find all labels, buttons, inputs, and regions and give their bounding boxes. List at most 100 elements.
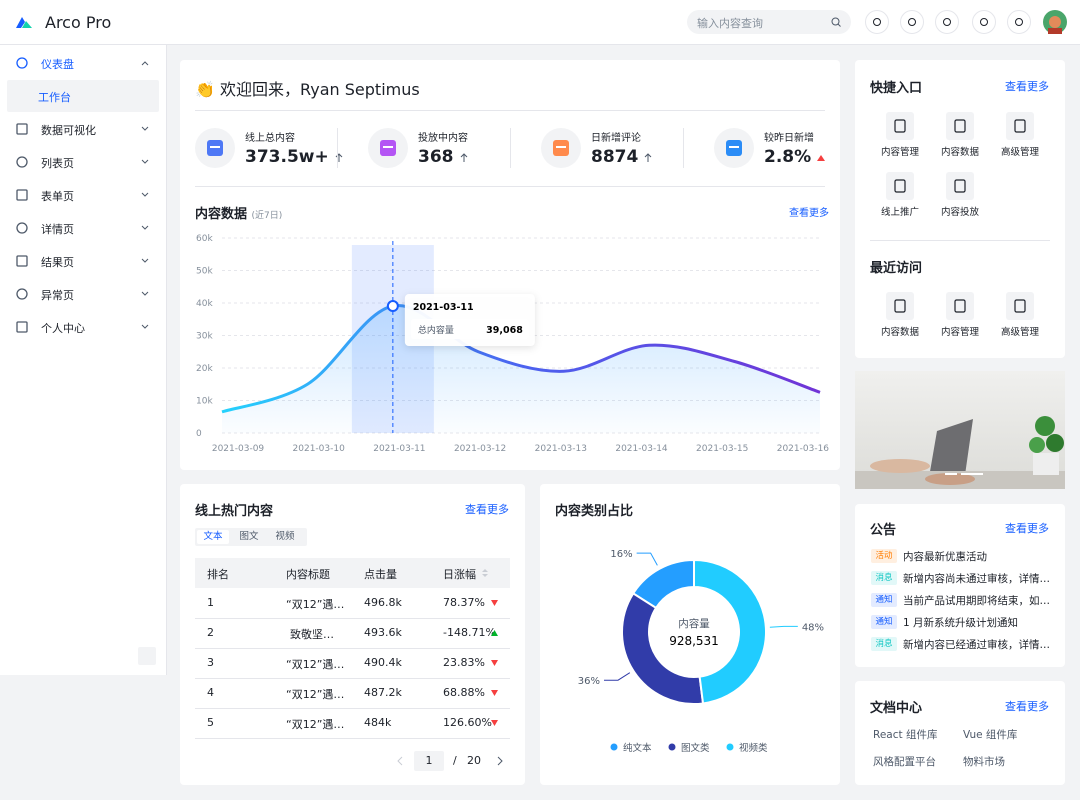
notice-text[interactable]: 内容最新优惠活动 (903, 551, 987, 563)
more-link[interactable]: 查看更多 (1005, 80, 1049, 93)
x-tick-label: 2021-03-14 (615, 444, 668, 454)
icon-bg (946, 112, 974, 140)
menu-icon (16, 222, 28, 234)
icon-bg (865, 10, 889, 34)
entry-item[interactable]: 内容管理 (870, 112, 930, 162)
chevron (141, 159, 149, 164)
chevron-glyph (141, 126, 149, 131)
icon-bg (886, 292, 914, 320)
stat-value: 8874 (591, 147, 639, 167)
table-cell: 1 (207, 596, 214, 609)
notice-text[interactable]: 新增内容尚未通过审核，详情… (903, 573, 1050, 585)
stat-value: 373.5w+ (245, 147, 329, 167)
leader-line (604, 672, 631, 681)
notice-text[interactable]: 当前产品试用期即将结束，如… (903, 595, 1050, 607)
collapse-button[interactable] (138, 647, 156, 665)
entry-icon (946, 112, 974, 140)
menu-item[interactable]: 列表页 (0, 146, 166, 178)
title: 欢迎回来，Ryan Septimus (220, 80, 420, 99)
more-link[interactable]: 查看更多 (1005, 700, 1049, 713)
page-current[interactable]: 1 (414, 751, 444, 771)
doc-link[interactable]: 风格配置平台 (873, 756, 936, 768)
photo (855, 416, 1065, 489)
chevron (141, 225, 149, 230)
header-icon[interactable] (900, 10, 924, 34)
trend-glyph (491, 600, 498, 606)
next-page[interactable] (497, 756, 503, 766)
menu-label: 详情页 (41, 223, 74, 236)
entry-item[interactable]: 内容数据 (930, 112, 990, 162)
center-label: 内容量 (678, 617, 710, 630)
menu-label: 仪表盘 (41, 58, 74, 71)
stat-icon (541, 128, 581, 168)
menu-label: 列表页 (41, 157, 74, 170)
menu-item[interactable]: 数据可视化 (0, 113, 166, 145)
icon-line (729, 146, 739, 148)
entry-item[interactable]: 内容数据 (870, 292, 930, 342)
table-cell: 2 (207, 626, 214, 639)
menu-icon (16, 321, 28, 333)
header-icon[interactable] (1007, 10, 1031, 34)
more-link[interactable]: 查看更多 (1005, 522, 1049, 535)
trend-icon (460, 153, 468, 162)
notice-text[interactable]: 1 月新系统升级计划通知 (903, 617, 1019, 629)
entry-label: 内容管理 (940, 327, 979, 338)
menu-item[interactable]: 表单页 (0, 179, 166, 211)
stat-separator (510, 128, 511, 168)
banner-image[interactable] (855, 371, 1065, 489)
entry-icon (886, 292, 914, 320)
menu-item[interactable]: 结果页 (0, 245, 166, 277)
header-icon[interactable] (865, 10, 889, 34)
doc-link[interactable]: 物料市场 (963, 756, 1005, 768)
notice-tag: 消息 (871, 571, 897, 585)
legend-swatch (668, 743, 676, 751)
subtitle: (近7日) (251, 211, 283, 221)
notice-card (855, 504, 1065, 667)
header-icon[interactable] (972, 10, 996, 34)
doc-link[interactable]: React 组件库 (873, 729, 938, 741)
welcome-title: 👏 欢迎回来，Ryan Septimus (195, 76, 420, 100)
trend-glyph (817, 155, 825, 161)
table-cell: “双12”遇… (286, 598, 345, 611)
menu-item[interactable]: 异常页 (0, 278, 166, 310)
entry-icon (886, 172, 914, 200)
table-cell: 493.6k (364, 626, 402, 639)
donut-slice (693, 558, 767, 705)
trend-icon (491, 600, 498, 606)
submenu-item[interactable]: 工作台 (7, 80, 159, 112)
tab[interactable]: 图文 (239, 531, 259, 542)
entry-item[interactable]: 内容投放 (930, 172, 990, 222)
avatar[interactable] (1043, 10, 1067, 34)
chevron (141, 258, 149, 263)
entry-item[interactable]: 高级管理 (990, 112, 1050, 162)
tab[interactable]: 视频 (275, 531, 295, 542)
tab[interactable]: 文本 (197, 530, 229, 544)
header-icon[interactable] (935, 10, 959, 34)
entry-label: 内容管理 (880, 147, 919, 158)
stat-icon (368, 128, 408, 168)
hot-title: 线上热门内容 (195, 504, 274, 519)
menu-item[interactable]: 个人中心 (0, 311, 166, 343)
icon-glyph (894, 119, 906, 133)
stat-value: 368 (418, 147, 454, 167)
notice-tag: 消息 (871, 637, 897, 651)
more-link[interactable]: 查看更多 (789, 208, 829, 219)
y-tick-label: 0 (196, 429, 202, 439)
entry-item[interactable]: 内容管理 (930, 292, 990, 342)
stat-label: 较昨日新增 (764, 133, 814, 144)
quick-title: 快捷入口 (870, 81, 923, 96)
menu-item[interactable]: 仪表盘 (0, 47, 166, 79)
entry-item[interactable]: 高级管理 (990, 292, 1050, 342)
menu-item[interactable]: 详情页 (0, 212, 166, 244)
notice-text[interactable]: 新增内容已经通过审核，详情… (903, 639, 1050, 651)
doc-link[interactable]: Vue 组件库 (963, 729, 1018, 741)
more-link[interactable]: 查看更多 (465, 503, 509, 516)
sort-icon (482, 569, 488, 577)
entry-label: 内容数据 (880, 327, 919, 338)
search-box[interactable]: 输入内容查询 (687, 10, 851, 34)
entry-icon (946, 172, 974, 200)
chevron-glyph (141, 291, 149, 296)
entry-item[interactable]: 线上推广 (870, 172, 930, 222)
trend-icon (491, 630, 498, 636)
